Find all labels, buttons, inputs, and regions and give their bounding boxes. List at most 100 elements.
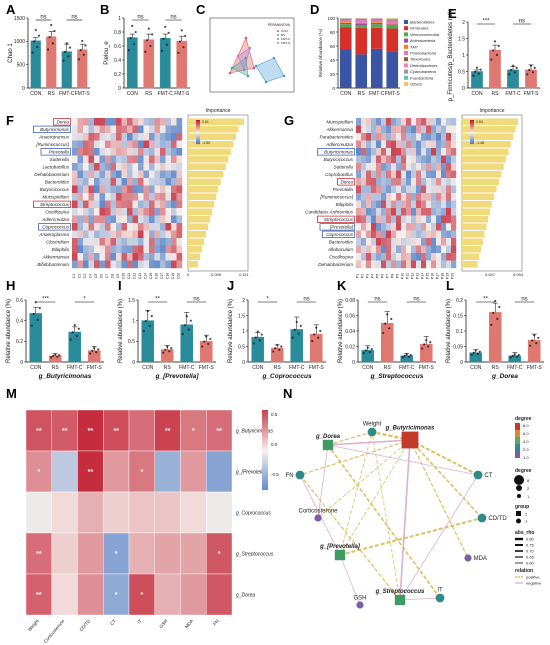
colorbar-segment xyxy=(262,472,268,475)
heatmap-cell xyxy=(121,155,128,164)
x-tick-label: RS xyxy=(52,365,60,371)
heatmap-cell xyxy=(132,148,139,156)
heatmap-cell xyxy=(51,491,78,534)
data-point xyxy=(319,329,322,333)
legend-label: Verrucomicrobia xyxy=(410,32,440,37)
x-tick-label: RS xyxy=(492,365,500,371)
data-point xyxy=(46,48,50,51)
bar xyxy=(361,350,375,363)
heatmap-cell xyxy=(88,208,95,216)
heatmap-cell xyxy=(165,133,172,141)
y-axis-label: Relative Abundance (%) xyxy=(318,28,323,77)
data-point xyxy=(479,68,482,71)
heatmap-cell xyxy=(381,260,387,269)
heatmap-cell xyxy=(356,260,362,269)
row-label: g_Dorea xyxy=(236,593,255,599)
heatmap-cell xyxy=(171,155,177,164)
heatmap-cell xyxy=(99,148,106,156)
data-point xyxy=(390,317,393,321)
heatmap-cell xyxy=(451,140,457,149)
importance-bar xyxy=(462,141,511,148)
heatmap-cell xyxy=(416,163,422,171)
stacked-segment xyxy=(386,20,399,21)
legend-group-marker xyxy=(516,511,521,516)
heatmap-cell xyxy=(176,215,183,224)
data-point xyxy=(278,348,281,351)
heatmap-cell xyxy=(110,163,117,171)
y-tick-label: 1 xyxy=(132,318,135,324)
colorbar-segment xyxy=(262,466,268,469)
heatmap-cell xyxy=(431,163,437,171)
y-axis-label: Pielou_e xyxy=(104,41,110,65)
data-point xyxy=(535,342,538,345)
heatmap-cell xyxy=(121,260,128,269)
heatmap-cell xyxy=(441,185,447,194)
heatmap-cell xyxy=(83,193,89,201)
data-point xyxy=(56,355,59,358)
heatmap-cell xyxy=(165,238,172,246)
heatmap-cell xyxy=(386,193,392,201)
column-label: C1 xyxy=(72,274,76,279)
bar xyxy=(180,324,194,363)
heatmap-cell xyxy=(366,133,372,141)
data-point xyxy=(79,49,82,52)
row-label: Parabacteroides xyxy=(320,134,354,139)
heatmap-cell xyxy=(356,193,362,201)
heatmap-cell xyxy=(381,118,387,126)
significance-label: ** xyxy=(216,428,222,435)
heatmap-cell xyxy=(94,193,100,201)
heatmap-cell xyxy=(441,193,447,201)
heatmap-cell xyxy=(171,238,177,246)
heatmap-cell xyxy=(441,215,447,224)
heatmap-cell xyxy=(116,238,122,246)
data-point xyxy=(274,347,277,350)
heatmap-cell xyxy=(94,170,100,179)
stacked-segment xyxy=(370,48,383,88)
y-tick-label: 0 xyxy=(20,360,23,366)
column-label: P13 xyxy=(416,273,420,279)
network-edge xyxy=(339,554,361,606)
x-tick-label: CON xyxy=(470,365,482,371)
colorbar-segment xyxy=(470,140,474,142)
data-point xyxy=(37,34,41,37)
heatmap-cell xyxy=(154,223,161,231)
heatmap-cell xyxy=(421,185,427,194)
heatmap-cell xyxy=(94,148,100,156)
heatmap-cell xyxy=(99,125,106,134)
heatmap-cell xyxy=(356,140,362,149)
heatmap-cell xyxy=(94,245,100,254)
column-label: P2 xyxy=(361,274,365,278)
heatmap-cell xyxy=(149,215,155,224)
panel-letter-a: A xyxy=(6,2,16,17)
data-point xyxy=(30,324,33,327)
x-tick-label: CON xyxy=(252,365,264,371)
heatmap-cell xyxy=(366,148,372,156)
y-axis-label: Relative abundance (%) xyxy=(228,299,234,363)
heatmap-cell xyxy=(132,253,139,261)
importance-title: Importance xyxy=(205,108,230,114)
heatmap-cell xyxy=(180,573,207,616)
heatmap-cell xyxy=(446,223,452,231)
y-tick-label: 0.4 xyxy=(114,58,121,64)
heatmap-cell xyxy=(160,178,166,186)
heatmap-cell xyxy=(386,238,392,246)
heatmap-cell xyxy=(361,260,367,269)
colorbar-segment xyxy=(262,452,268,455)
heatmap-cell xyxy=(149,170,155,179)
heatmap-cell xyxy=(138,185,144,194)
colorbar-tick: 0.61 xyxy=(202,120,209,124)
colorbar-tick: -0.5 xyxy=(271,472,279,477)
heatmap-cell xyxy=(160,215,166,224)
heatmap-cell xyxy=(105,215,111,224)
heatmap-cell xyxy=(138,118,144,126)
data-point xyxy=(315,326,318,329)
heatmap-cell xyxy=(446,230,452,239)
column-label: P18 xyxy=(441,273,445,279)
y-tick-label: 2 xyxy=(462,20,465,26)
column-label: C11 xyxy=(127,273,131,279)
x-tick-label: FMT-C xyxy=(179,365,195,371)
heatmap-cell xyxy=(154,155,161,164)
data-point xyxy=(388,327,391,330)
heatmap-cell xyxy=(361,170,367,179)
